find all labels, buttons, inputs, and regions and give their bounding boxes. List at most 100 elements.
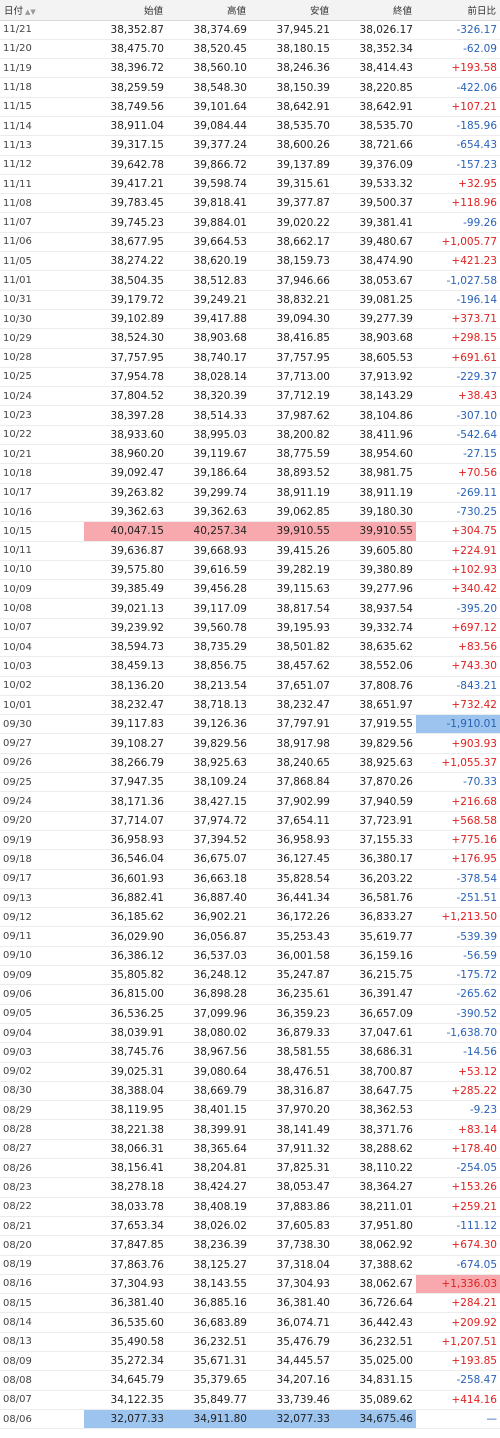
open-cell: 36,815.00 <box>84 984 167 1005</box>
low-cell: 38,416.85 <box>250 328 333 349</box>
date-cell: 09/30 <box>0 714 84 735</box>
change-cell: +414.16 <box>416 1390 500 1410</box>
change-cell: +70.56 <box>416 463 500 484</box>
low-cell: 35,476.79 <box>250 1332 333 1352</box>
date-cell: 10/10 <box>0 560 84 581</box>
table-row: 10/16 39,362.63 39,362.63 39,062.85 39,180.3… <box>0 502 500 523</box>
change-cell: +83.56 <box>416 637 500 658</box>
date-cell: 09/11 <box>0 926 84 947</box>
close-cell: 38,371.76 <box>333 1119 416 1140</box>
change-cell: -14.56 <box>416 1042 500 1063</box>
change-cell: +107.21 <box>416 97 500 117</box>
table-row: 08/06 32,077.33 34,911.80 32,077.33 34,675.4… <box>0 1409 500 1430</box>
table-row: 10/30 39,102.89 39,417.88 39,094.30 39,277.3… <box>0 309 500 330</box>
low-cell: 38,476.51 <box>250 1062 333 1082</box>
high-cell: 35,379.65 <box>167 1370 250 1391</box>
table-row: 11/18 38,259.59 38,548.30 38,150.39 38,220.8… <box>0 77 500 98</box>
close-cell: 38,911.19 <box>333 483 416 503</box>
close-cell: 37,940.59 <box>333 791 416 812</box>
open-cell: 39,642.78 <box>84 155 167 175</box>
sort-arrows-icon[interactable]: ▲▼ <box>25 7 36 16</box>
open-cell: 35,272.34 <box>84 1351 167 1372</box>
close-cell: 38,686.31 <box>333 1042 416 1063</box>
table-row: 11/01 38,504.35 38,512.83 37,946.66 38,053.6… <box>0 270 500 291</box>
date-cell: 10/28 <box>0 348 84 368</box>
close-cell: 35,619.77 <box>333 926 416 947</box>
date-cell: 11/18 <box>0 77 84 98</box>
change-cell: +1,207.51 <box>416 1332 500 1352</box>
low-cell: 39,094.30 <box>250 309 333 330</box>
low-cell: 35,253.43 <box>250 926 333 947</box>
header-date-label: 日付 <box>4 5 24 17</box>
date-cell: 08/14 <box>0 1312 84 1333</box>
open-cell: 38,388.04 <box>84 1081 167 1102</box>
open-cell: 34,645.79 <box>84 1370 167 1391</box>
change-cell: -56.59 <box>416 946 500 967</box>
date-cell: 11/06 <box>0 232 84 253</box>
table-row: 11/15 38,749.56 39,101.64 38,642.91 38,642.9… <box>0 97 500 117</box>
open-cell: 36,535.60 <box>84 1312 167 1333</box>
date-cell: 10/21 <box>0 444 84 465</box>
low-cell: 35,247.87 <box>250 965 333 986</box>
change-cell: +743.30 <box>416 656 500 677</box>
table-row: 11/14 38,911.04 39,084.44 38,535.70 38,535.7… <box>0 116 500 137</box>
low-cell: 33,739.46 <box>250 1390 333 1410</box>
high-cell: 36,537.03 <box>167 946 250 967</box>
header-date[interactable]: 日付 ▲▼ <box>0 0 84 21</box>
table-row: 11/21 38,352.87 38,374.69 37,945.21 38,026.1… <box>0 20 500 40</box>
open-cell: 38,274.22 <box>84 251 167 272</box>
open-cell: 38,960.20 <box>84 444 167 465</box>
close-cell: 39,380.89 <box>333 560 416 581</box>
change-cell: +568.58 <box>416 811 500 831</box>
high-cell: 38,514.33 <box>167 405 250 426</box>
high-cell: 38,856.75 <box>167 656 250 677</box>
low-cell: 39,415.26 <box>250 541 333 561</box>
close-cell: 37,723.91 <box>333 811 416 831</box>
change-cell: -258.47 <box>416 1370 500 1391</box>
open-cell: 36,601.93 <box>84 869 167 889</box>
open-cell: 38,504.35 <box>84 270 167 291</box>
low-cell: 37,712.19 <box>250 386 333 407</box>
high-cell: 39,417.88 <box>167 309 250 330</box>
table-row: 09/11 36,029.90 36,056.87 35,253.43 35,619.7… <box>0 926 500 947</box>
low-cell: 37,654.11 <box>250 811 333 831</box>
open-cell: 37,947.35 <box>84 772 167 793</box>
low-cell: 32,077.33 <box>250 1409 333 1430</box>
close-cell: 38,721.66 <box>333 135 416 156</box>
table-row: 10/31 39,179.72 39,249.21 38,832.21 39,081.2… <box>0 290 500 310</box>
high-cell: 38,125.27 <box>167 1255 250 1275</box>
date-cell: 10/23 <box>0 405 84 426</box>
change-cell: +32.95 <box>416 174 500 195</box>
high-cell: 39,084.44 <box>167 116 250 137</box>
close-cell: 37,919.55 <box>333 714 416 735</box>
open-cell: 35,490.58 <box>84 1332 167 1352</box>
table-row: 10/02 38,136.20 38,213.54 37,651.07 37,808.7… <box>0 676 500 696</box>
high-cell: 38,548.30 <box>167 77 250 98</box>
open-cell: 38,119.95 <box>84 1100 167 1121</box>
low-cell: 38,817.54 <box>250 598 333 619</box>
close-cell: 38,288.62 <box>333 1139 416 1160</box>
high-cell: 38,320.39 <box>167 386 250 407</box>
table-row: 08/19 37,863.76 38,125.27 37,318.04 37,388.6… <box>0 1255 500 1275</box>
change-cell: +1,336.03 <box>416 1274 500 1295</box>
date-cell: 09/26 <box>0 753 84 774</box>
date-cell: 08/22 <box>0 1197 84 1217</box>
table-row: 08/29 38,119.95 38,401.15 37,970.20 38,362.5… <box>0 1100 500 1121</box>
high-cell: 35,849.77 <box>167 1390 250 1410</box>
table-row: 08/07 34,122.35 35,849.77 33,739.46 35,089.6… <box>0 1390 500 1410</box>
close-cell: 36,380.17 <box>333 849 416 870</box>
date-cell: 11/05 <box>0 251 84 272</box>
change-cell: +304.75 <box>416 521 500 542</box>
change-cell: -175.72 <box>416 965 500 986</box>
open-cell: 39,021.13 <box>84 598 167 619</box>
high-cell: 38,204.81 <box>167 1158 250 1179</box>
date-cell: 10/22 <box>0 425 84 446</box>
high-cell: 39,362.63 <box>167 502 250 523</box>
low-cell: 36,879.33 <box>250 1023 333 1044</box>
high-cell: 40,257.34 <box>167 521 250 542</box>
date-cell: 10/09 <box>0 579 84 600</box>
open-cell: 36,029.90 <box>84 926 167 947</box>
low-cell: 36,074.71 <box>250 1312 333 1333</box>
close-cell: 37,155.33 <box>333 830 416 851</box>
change-cell: +118.96 <box>416 193 500 214</box>
